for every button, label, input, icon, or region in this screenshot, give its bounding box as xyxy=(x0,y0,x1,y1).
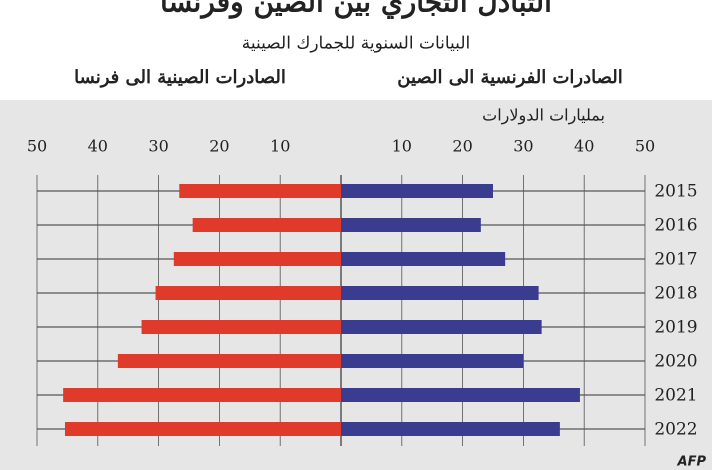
y-tick-label: 2020 xyxy=(654,352,697,372)
x-tick-label: 20 xyxy=(209,137,229,156)
bar xyxy=(341,320,542,334)
bar xyxy=(64,422,341,436)
x-tick-label: 10 xyxy=(392,137,412,156)
x-tick-label: 20 xyxy=(452,137,472,156)
credit: AFP xyxy=(677,455,707,470)
bar xyxy=(155,286,341,300)
x-tick-label: 10 xyxy=(270,137,290,156)
chart-subtitle: البيانات السنوية للجمارك الصينية xyxy=(242,34,470,54)
unit-label: بمليارات الدولارات xyxy=(482,106,605,125)
bar xyxy=(173,252,341,266)
bar xyxy=(117,354,341,368)
bar xyxy=(179,184,341,198)
bar xyxy=(141,320,341,334)
y-tick-label: 2017 xyxy=(654,250,697,270)
legend-label: الصادرات الصينية الى فرنسا xyxy=(74,67,286,88)
bar xyxy=(341,354,524,368)
x-tick-label: 30 xyxy=(513,137,533,156)
bar xyxy=(341,286,539,300)
chart-title: التبادل التجاري بين الصين وفرنسا xyxy=(160,0,552,20)
bar xyxy=(341,184,493,198)
bar xyxy=(341,218,481,232)
y-tick-label: 2016 xyxy=(654,216,697,236)
y-tick-label: 2015 xyxy=(654,182,697,202)
y-tick-label: 2022 xyxy=(654,420,697,440)
x-tick-label: 30 xyxy=(148,137,168,156)
plot-background xyxy=(0,100,712,470)
x-tick-label: 40 xyxy=(88,137,108,156)
bar xyxy=(341,422,560,436)
x-tick-label: 50 xyxy=(635,137,655,156)
x-tick-label: 50 xyxy=(27,137,47,156)
bar xyxy=(341,252,506,266)
y-tick-label: 2021 xyxy=(654,386,697,406)
y-tick-label: 2018 xyxy=(654,284,697,304)
bar xyxy=(192,218,341,232)
y-tick-label: 2019 xyxy=(654,318,697,338)
x-tick-label: 40 xyxy=(574,137,594,156)
bar xyxy=(341,388,580,402)
bar xyxy=(63,388,341,402)
legend-label: الصادرات الفرنسية الى الصين xyxy=(397,67,622,88)
